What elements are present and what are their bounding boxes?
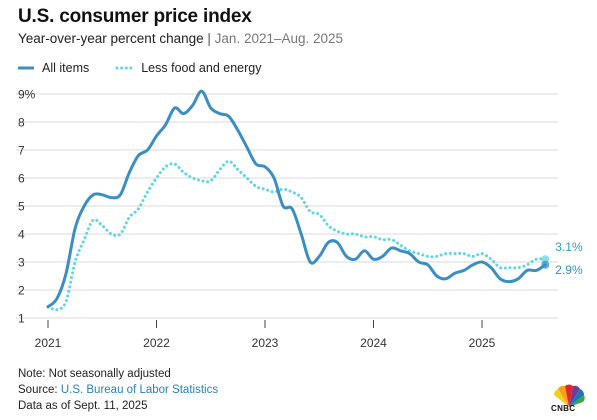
y-tick-label: 7 [18,144,25,158]
end-label-core: 3.1% [555,240,583,254]
x-tick-label: 2022 [143,336,170,350]
source-link[interactable]: U.S. Bureau of Labor Statistics [60,384,219,396]
series-line-core [46,159,547,312]
x-tick-label: 2023 [252,336,279,350]
legend-item-core: Less food and energy [115,61,261,75]
legend-label-all-items: All items [42,61,90,75]
series-line-all-items [46,89,547,309]
subtitle-date-range: Jan. 2021–Aug. 2025 [214,31,344,46]
y-tick-label: 1 [18,312,25,326]
legend-label-core: Less food and energy [141,61,262,75]
y-tick-label: 2 [18,284,25,298]
y-tick-label: 4 [18,228,25,242]
x-tick-label: 2024 [360,336,387,350]
end-label-all-items: 2.9% [555,263,583,277]
chart-title: U.S. consumer price index [18,6,252,27]
legend-item-all-items: All items [18,61,89,75]
y-tick-label: 3 [18,256,25,270]
cnbc-logo-text: CNBC [551,404,576,413]
y-tick-label: 6 [18,172,25,186]
subtitle-main: Year-over-year percent change [18,31,204,46]
source-prefix: Source: [18,384,61,396]
chart-legend: All items Less food and energy [18,61,287,75]
footnote: Note: Not seasonally adjusted [18,368,171,380]
y-tick-label: 9% [18,88,36,102]
end-point-core [541,255,550,264]
chart-subtitle: Year-over-year percent change | Jan. 202… [18,31,343,46]
source-line: Source: U.S. Bureau of Labor Statistics [18,384,218,396]
y-tick-label: 8 [18,116,25,130]
subtitle-separator: | [207,31,211,46]
end-point-all-items [541,260,550,269]
y-tick-label: 5 [18,200,25,214]
x-tick-label: 2021 [35,336,62,350]
data-as-of: Data as of Sept. 11, 2025 [18,400,148,412]
x-tick-label: 2025 [469,336,496,350]
legend-solid-line-icon [18,66,34,70]
cnbc-peacock-logo-icon [553,384,585,407]
